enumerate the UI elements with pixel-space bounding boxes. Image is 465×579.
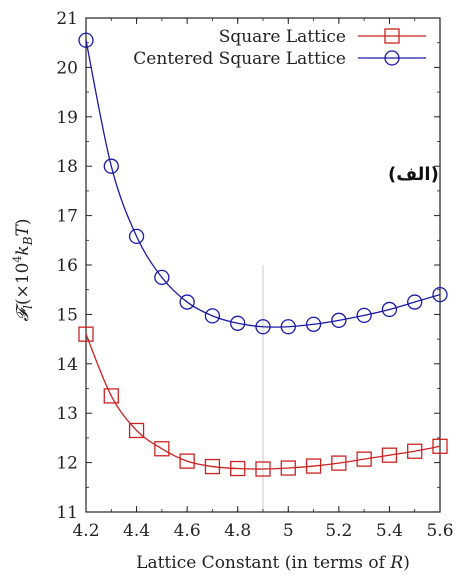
y-tick-label: 12	[56, 454, 78, 474]
data-point-circle	[78, 32, 94, 48]
data-point-square	[103, 388, 119, 404]
data-point-circle	[230, 315, 246, 331]
data-point-square	[280, 460, 296, 476]
data-point-circle	[255, 319, 271, 335]
x-tick-label: 4.2	[72, 521, 99, 541]
x-tick-label: 4.8	[224, 521, 251, 541]
y-tick-label: 21	[56, 9, 78, 29]
legend-label: Centered Square Lattice	[133, 49, 346, 69]
data-point-square	[381, 447, 398, 463]
x-axis-label: Lattice Constant (in terms of R)	[136, 553, 410, 573]
y-tick-label: 15	[56, 305, 78, 325]
y-tick-label: 19	[56, 108, 78, 128]
data-point-square	[204, 458, 221, 475]
legend-marker	[384, 28, 400, 44]
x-tick-label: 5.6	[426, 521, 453, 541]
y-tick-label: 20	[56, 58, 78, 78]
data-point-circle	[103, 158, 119, 174]
data-point-square	[78, 326, 94, 342]
y-tick-label: 16	[56, 256, 78, 276]
data-point-square	[154, 441, 170, 457]
x-tick-label: 5.2	[325, 521, 352, 541]
data-point-circle	[179, 294, 195, 310]
series-line-0	[85, 333, 441, 470]
y-tick-label: 18	[56, 157, 78, 177]
y-axis: 11 12 13 14 15 16 17 18 19 20 21	[56, 9, 440, 523]
data-point-circle	[204, 308, 221, 324]
data-point-circle	[280, 319, 296, 335]
legend-marker	[384, 50, 400, 66]
series-layer	[78, 32, 448, 477]
y-tick-label: 17	[56, 207, 78, 227]
x-tick-label: 4.4	[123, 521, 150, 541]
data-point-circle	[381, 301, 398, 318]
data-point-square	[230, 460, 246, 477]
data-point-circle	[432, 286, 448, 303]
y-tick-label: 14	[56, 355, 78, 375]
x-tick-label: 5	[283, 521, 294, 541]
data-point-square	[407, 443, 423, 459]
data-point-circle	[305, 316, 322, 332]
data-point-square	[331, 455, 347, 471]
data-point-square	[305, 458, 322, 474]
series-line-1	[85, 40, 441, 328]
y-tick-label: 11	[56, 503, 78, 523]
x-tick-label: 5.4	[376, 521, 403, 541]
data-point-square	[179, 453, 195, 469]
y-tick-label: 13	[56, 404, 78, 424]
x-tick-label: 4.6	[174, 521, 201, 541]
data-point-square	[255, 461, 271, 477]
x-axis: 4.2 4.4 4.6 4.8 5 5.2 5.4 5.6	[72, 18, 454, 541]
legend-label: Square Lattice	[219, 27, 346, 47]
y-axis-label: 𝓕l(×104kBT)	[11, 218, 35, 321]
data-point-circle	[154, 269, 170, 286]
data-point-circle	[407, 294, 423, 310]
data-point-circle	[128, 228, 145, 244]
data-point-square	[356, 451, 372, 467]
data-point-square	[128, 422, 145, 439]
data-point-circle	[356, 307, 372, 324]
data-point-circle	[331, 312, 347, 328]
data-point-square	[432, 438, 448, 454]
panel-annotation: (الف)	[388, 164, 439, 185]
